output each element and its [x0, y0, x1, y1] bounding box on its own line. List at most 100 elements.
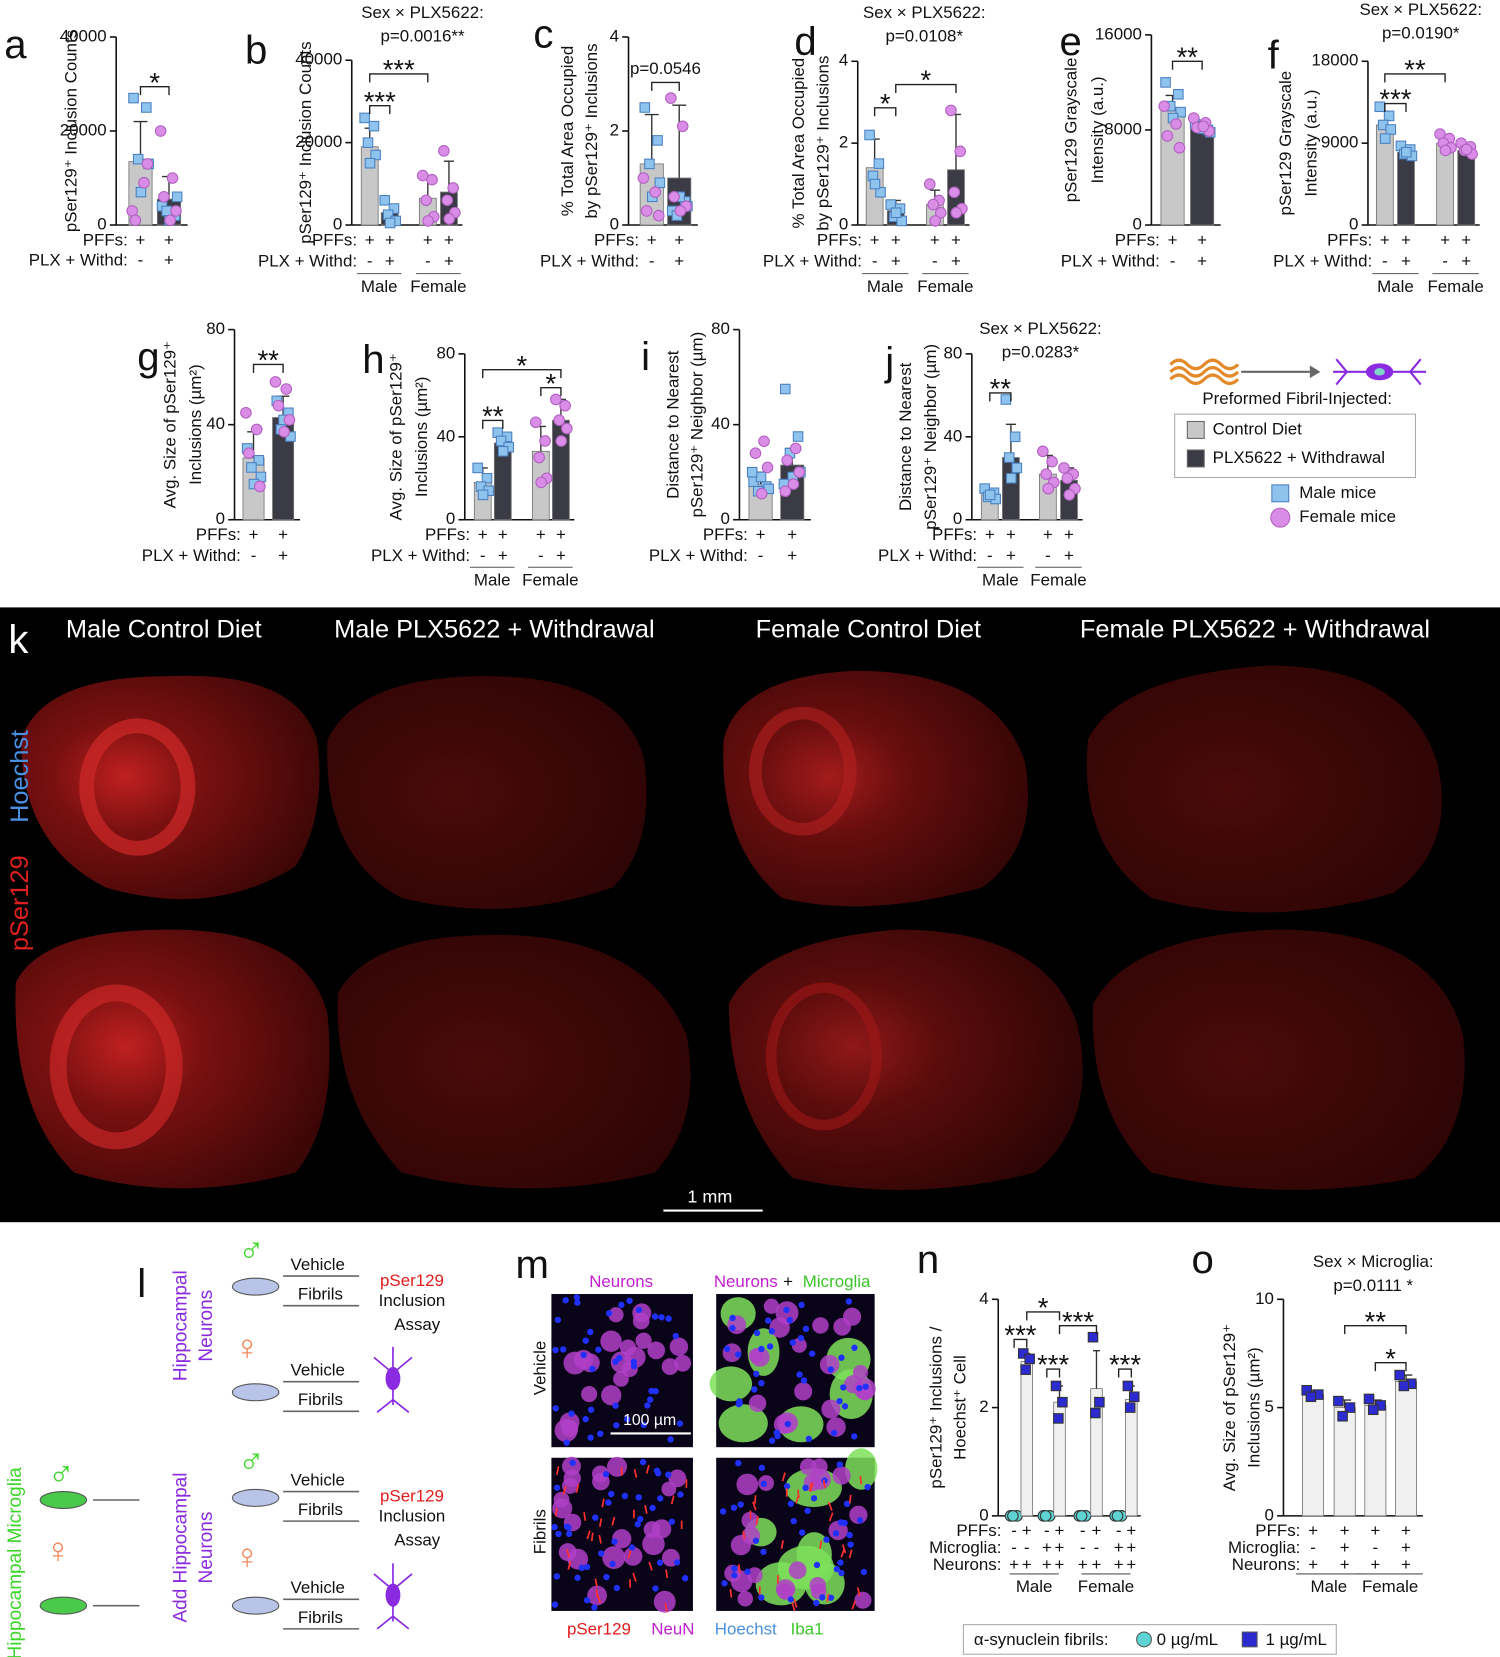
significance-label: *** — [364, 86, 396, 117]
condition-label: PFFs: — [932, 525, 977, 544]
group-label: Male — [982, 570, 1019, 589]
nucleus — [624, 1416, 631, 1423]
y-tick-label: 40 — [711, 414, 730, 433]
neuron — [854, 1591, 872, 1609]
nucleus — [597, 1430, 604, 1437]
y-tick-label: 0 — [979, 1505, 988, 1524]
nucleus — [618, 1301, 625, 1309]
condition-mark: + — [385, 251, 395, 270]
y-tick-label: 9000 — [1321, 133, 1359, 152]
nucleus — [583, 1597, 591, 1604]
point — [170, 205, 182, 217]
neuron — [661, 1358, 679, 1376]
inclusion — [590, 1532, 594, 1542]
nucleus — [736, 1398, 743, 1405]
condition-label: Neurons: — [933, 1555, 1002, 1574]
bar — [552, 419, 570, 521]
y-tick-label: 40 — [206, 414, 225, 433]
significance-label: *** — [1037, 1349, 1069, 1380]
y-tick-label: 18000 — [1311, 51, 1358, 70]
condition-label: PFFs: — [196, 525, 241, 544]
nucleus — [819, 1594, 826, 1601]
schematic-l: l Hippocampal Neurons Hippocampal Microg… — [5, 1229, 413, 1657]
inclusion — [742, 1530, 746, 1540]
point — [550, 393, 562, 406]
legend-title: Preformed Fibril-Injected: — [1202, 389, 1392, 408]
inclusion — [797, 1489, 800, 1499]
nucleus — [555, 1530, 562, 1538]
point — [1128, 1391, 1140, 1403]
condition-mark: + — [1092, 1521, 1102, 1540]
inclusion — [575, 1484, 580, 1493]
inclusion — [781, 1472, 786, 1482]
legend-box — [1174, 413, 1417, 479]
point — [553, 414, 566, 427]
condition-label: PFFs: — [1115, 230, 1160, 249]
column-title: + — [783, 1272, 793, 1291]
nucleus — [563, 1439, 570, 1446]
point — [1173, 141, 1186, 154]
point — [676, 120, 689, 133]
point — [171, 191, 183, 203]
condition-mark: + — [385, 230, 395, 249]
point — [422, 215, 434, 227]
y-axis-label: Distance to Nearest — [896, 362, 915, 511]
point — [1401, 146, 1412, 158]
condition-mark: - — [480, 546, 486, 565]
point — [272, 399, 285, 412]
condition-mark: - — [251, 546, 257, 565]
nucleus — [851, 1344, 858, 1351]
nucleus — [552, 1405, 559, 1412]
neuron — [737, 1590, 754, 1607]
nucleus — [634, 1521, 641, 1528]
neuron — [610, 1351, 633, 1374]
nucleus — [551, 1523, 558, 1531]
legend: Control Diet PLX5622 + Withdrawal Male mic… — [1186, 419, 1396, 528]
micrographs-m — [551, 1294, 878, 1613]
y-tick-label: 0 — [1349, 214, 1358, 233]
y-axis-label: pSer129 Grayscale — [1276, 71, 1295, 216]
point — [1040, 468, 1053, 480]
condition-mark: + — [1022, 1521, 1032, 1540]
treatment: Fibrils — [298, 1500, 343, 1519]
point — [1046, 455, 1058, 468]
point — [1058, 462, 1070, 474]
condition-mark: + — [951, 230, 961, 249]
inclusion — [598, 1534, 602, 1544]
nucleus — [841, 1403, 849, 1410]
inclusion — [755, 1515, 759, 1525]
point — [652, 209, 665, 222]
nucleus — [605, 1499, 612, 1506]
add-neurons-label: Add Hippocampal — [171, 1473, 192, 1623]
nucleus — [644, 1402, 651, 1409]
condition-mark: + — [444, 251, 454, 270]
group-label: Female — [1078, 1577, 1134, 1596]
point — [1124, 1402, 1136, 1413]
y-tick-label: 20000 — [295, 132, 342, 151]
point — [948, 186, 961, 199]
nucleus — [616, 1354, 623, 1362]
legend-swatch — [1241, 1631, 1258, 1648]
point — [1363, 1393, 1375, 1405]
y-tick-label: 0 — [333, 214, 342, 233]
y-tick-label: 0 — [1132, 214, 1141, 233]
point — [472, 462, 483, 474]
condition-mark: + — [1042, 1538, 1052, 1557]
inclusion — [555, 1466, 560, 1475]
point — [1305, 1391, 1317, 1403]
point — [869, 178, 881, 190]
panel-letter: i — [641, 334, 650, 379]
significance-label: * — [516, 350, 527, 381]
inclusion — [822, 1479, 826, 1489]
nucleus — [731, 1572, 738, 1579]
condition-mark: + — [756, 525, 766, 544]
significance-bracket — [1171, 60, 1203, 70]
nucleus — [800, 1377, 808, 1384]
bar — [1395, 1381, 1417, 1517]
nucleus — [783, 1306, 790, 1314]
point — [758, 435, 770, 448]
panel-letter: b — [245, 27, 267, 72]
nucleus — [840, 1384, 847, 1391]
panel-letter: o — [1192, 1237, 1214, 1282]
nucleus — [583, 1563, 591, 1571]
